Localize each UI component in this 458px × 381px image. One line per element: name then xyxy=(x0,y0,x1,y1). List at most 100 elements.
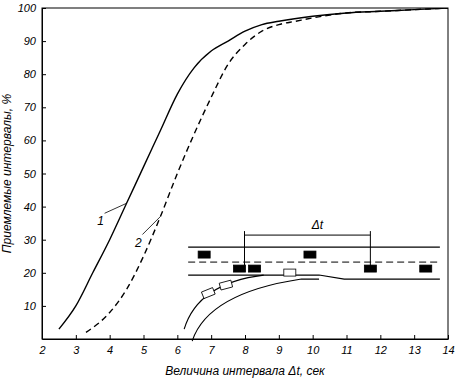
x-tick-label: 9 xyxy=(276,344,282,356)
x-tick: 9 xyxy=(276,335,282,356)
plot: 2345678910111213141020304050607080901001… xyxy=(18,2,455,356)
car xyxy=(198,251,210,258)
x-axis-line xyxy=(43,339,449,340)
x-tick-mark xyxy=(177,335,178,339)
x-tick: 13 xyxy=(409,335,422,356)
series-group xyxy=(59,8,448,332)
x-tick-label: 8 xyxy=(242,344,249,356)
car xyxy=(233,265,245,272)
car xyxy=(284,269,296,276)
chart: 2345678910111213141020304050607080901001… xyxy=(0,0,458,381)
road-edge xyxy=(188,275,440,279)
x-tick: 3 xyxy=(73,335,80,356)
road-edge xyxy=(188,246,440,247)
y-tick-label: 30 xyxy=(24,234,37,246)
x-tick: 4 xyxy=(107,335,113,356)
y-tick: 10 xyxy=(24,300,46,312)
series-line xyxy=(86,8,448,332)
x-tick-label: 13 xyxy=(409,344,422,356)
y-tick-mark xyxy=(42,74,46,75)
x-tick: 14 xyxy=(442,335,454,356)
dt-tick xyxy=(370,231,371,267)
x-tick-mark xyxy=(448,335,449,339)
y-tick: 40 xyxy=(24,201,46,213)
y-tick: 100 xyxy=(18,2,46,14)
x-tick-label: 12 xyxy=(375,344,387,356)
y-tick: 70 xyxy=(24,101,46,113)
annotation: Δt xyxy=(311,218,324,232)
y-tick-mark xyxy=(42,207,46,208)
x-axis-title: Величина интервала Δt, сек xyxy=(165,364,326,378)
x-tick-label: 6 xyxy=(175,344,182,356)
road-center xyxy=(188,262,440,263)
x-tick-label: 10 xyxy=(307,344,320,356)
dt-tick xyxy=(244,231,245,267)
x-tick-mark xyxy=(245,335,246,339)
x-tick-mark xyxy=(144,335,145,339)
x-tick-label: 4 xyxy=(107,344,113,356)
y-tick: 20 xyxy=(23,267,46,279)
series-label: 2 xyxy=(134,236,142,250)
x-tick-mark xyxy=(76,335,77,339)
x-tick-mark xyxy=(211,335,212,339)
x-tick: 10 xyxy=(307,335,320,356)
y-tick-label: 70 xyxy=(24,101,37,113)
x-tick-label: 5 xyxy=(141,344,148,356)
y-tick-mark xyxy=(42,273,46,274)
x-axis: 2 3 4 5 6 7 8 9 10 11 12 13 14 xyxy=(38,335,454,356)
x-tick: 6 xyxy=(175,335,182,356)
car xyxy=(249,265,261,272)
plot-frame xyxy=(42,8,448,339)
car xyxy=(219,280,232,290)
series-label-leader xyxy=(142,217,160,235)
y-tick-label: 40 xyxy=(24,201,37,213)
y-tick-label: 20 xyxy=(23,267,37,279)
x-tick-label: 2 xyxy=(38,344,45,356)
x-tick: 5 xyxy=(141,335,148,356)
dt-bracket xyxy=(245,235,371,236)
x-tick: 7 xyxy=(209,335,216,356)
y-tick-mark xyxy=(42,41,46,42)
y-tick: 80 xyxy=(24,68,46,80)
x-tick-mark xyxy=(313,335,314,339)
x-tick: 12 xyxy=(375,335,387,356)
y-tick-label: 60 xyxy=(24,134,37,146)
x-tick-label: 3 xyxy=(73,344,80,356)
y-tick-mark xyxy=(42,107,46,108)
x-tick-label: 14 xyxy=(442,344,454,356)
y-tick: 50 xyxy=(24,168,46,180)
x-tick-mark xyxy=(380,335,381,339)
x-tick-mark xyxy=(414,335,415,339)
y-tick-label: 100 xyxy=(18,2,37,14)
series-label-leader xyxy=(105,203,127,213)
y-tick-label: 80 xyxy=(24,68,37,80)
x-tick-mark xyxy=(279,335,280,339)
y-tick-mark xyxy=(42,8,46,9)
x-tick: 11 xyxy=(341,335,352,356)
x-tick: 8 xyxy=(242,335,249,356)
series-line xyxy=(59,8,448,329)
y-tick: 30 xyxy=(24,234,46,246)
y-axis: 10 20 30 40 50 60 70 80 90 100 xyxy=(18,2,46,339)
ramp-edge xyxy=(184,275,264,329)
y-tick-mark xyxy=(42,306,46,307)
car xyxy=(201,288,215,299)
y-tick-label: 50 xyxy=(24,168,37,180)
inset-diagram: Δt xyxy=(184,218,440,341)
ramp-edge xyxy=(192,279,319,341)
y-tick: 90 xyxy=(24,35,46,47)
y-tick-mark xyxy=(42,240,46,241)
y-tick-mark xyxy=(42,174,46,175)
y-tick: 60 xyxy=(24,134,46,146)
x-tick-label: 11 xyxy=(341,344,352,356)
car xyxy=(304,251,316,258)
y-tick-mark xyxy=(42,140,46,141)
series-label: 1 xyxy=(97,214,104,228)
x-tick-mark xyxy=(110,335,111,339)
y-tick-label: 90 xyxy=(24,35,37,47)
x-tick-mark xyxy=(347,335,348,339)
y-tick-label: 10 xyxy=(24,300,37,312)
x-tick-label: 7 xyxy=(209,344,216,356)
car xyxy=(420,265,432,272)
y-axis-title: Приемлемые интервалы, % xyxy=(0,94,14,254)
